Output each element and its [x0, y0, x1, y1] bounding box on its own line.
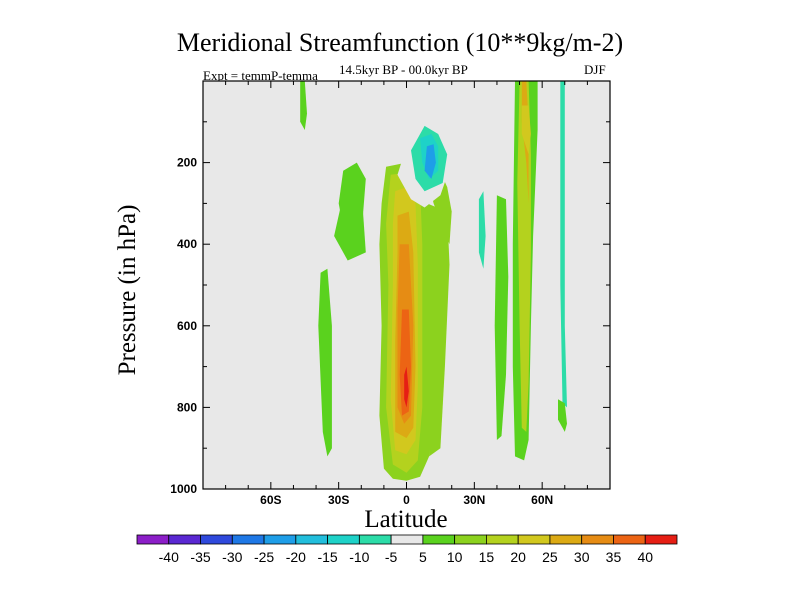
colorbar-label: -30 [222, 549, 242, 565]
colorbar-label: 35 [606, 549, 622, 565]
colorbar-box [422, 534, 456, 545]
colorbar-box [231, 534, 265, 545]
colorbar-label: 10 [447, 549, 463, 565]
contour-region-polar-strip [300, 81, 307, 130]
season-label: DJF [584, 62, 606, 77]
colorbar-label: -10 [349, 549, 369, 565]
x-tick-label: 60S [260, 493, 281, 507]
axes-layer: 60S 30S 0 30N 60N 200 400 600 800 1000 [170, 80, 611, 507]
contour-region-northern-band [558, 399, 567, 432]
contour-region-tropical-cell [404, 366, 409, 408]
colorbar-box [327, 534, 360, 545]
colorbar-box [390, 534, 424, 545]
x-axis-title: Latitude [364, 506, 448, 533]
colorbar-box [263, 534, 297, 545]
colorbar-label: -40 [159, 549, 179, 565]
colorbar-label: -15 [317, 549, 337, 565]
contour-region-southern-band [318, 268, 332, 457]
contour-region-southern-band [270, 236, 283, 449]
colorbar-box [358, 534, 392, 545]
contour-region-ferrel-cell [494, 195, 509, 440]
colorbar-box [454, 534, 487, 545]
contour-region-northern-band [521, 105, 531, 155]
colorbar: -40 -35 -30 -25 -20 -15 -10 -5 5 10 15 20 25 30 35 40 [136, 534, 678, 565]
contour-region-ferrel-cell [454, 215, 463, 343]
colorbar-label: 20 [510, 549, 526, 565]
y-tick-label: 400 [177, 237, 197, 251]
contour-fill-layer [203, 81, 610, 489]
colorbar-label: -5 [385, 549, 398, 565]
y-tick-label: 800 [177, 400, 197, 414]
colorbar-label: -20 [286, 549, 306, 565]
y-tick-label: 1000 [170, 482, 197, 496]
x-tick-label: 30N [463, 493, 485, 507]
contour-region-northern-band [542, 81, 554, 440]
colorbar-box [613, 534, 646, 545]
colorbar-label: 30 [574, 549, 590, 565]
contour-region-northern-cell [426, 203, 450, 457]
colorbar-box [517, 534, 551, 545]
contour-region-subtropical-jet [334, 187, 366, 261]
colorbar-box [644, 534, 678, 545]
x-tick-label: 30S [328, 493, 349, 507]
colorbar-label: -35 [190, 549, 210, 565]
experiment-label: Expt = temmP-temma [203, 68, 318, 83]
contour-region-upper-south [424, 144, 436, 179]
contour-region-northern-band [560, 81, 567, 408]
colorbar-box [200, 534, 233, 545]
colorbar-label: 15 [479, 549, 495, 565]
colorbar-label: 40 [637, 549, 653, 565]
x-tick-label: 60N [531, 493, 553, 507]
colorbar-label: 25 [542, 549, 558, 565]
colorbar-label: 5 [419, 549, 427, 565]
colorbar-box [581, 534, 614, 545]
chart-subtitle: 14.5kyr BP - 00.0kyr BP [339, 62, 468, 77]
chart-title: Meridional Streamfunction (10**9kg/m-2) [176, 28, 624, 57]
colorbar-label: -25 [254, 549, 274, 565]
colorbar-box [136, 534, 170, 545]
colorbar-box [549, 534, 583, 545]
contour-region-ferrel-cell [478, 191, 486, 269]
x-tick-label: 0 [403, 493, 410, 507]
colorbar-box [486, 534, 519, 545]
y-tick-label: 200 [177, 156, 197, 170]
colorbar-box [168, 534, 201, 545]
colorbar-box [295, 534, 328, 545]
y-tick-label: 600 [177, 319, 197, 333]
